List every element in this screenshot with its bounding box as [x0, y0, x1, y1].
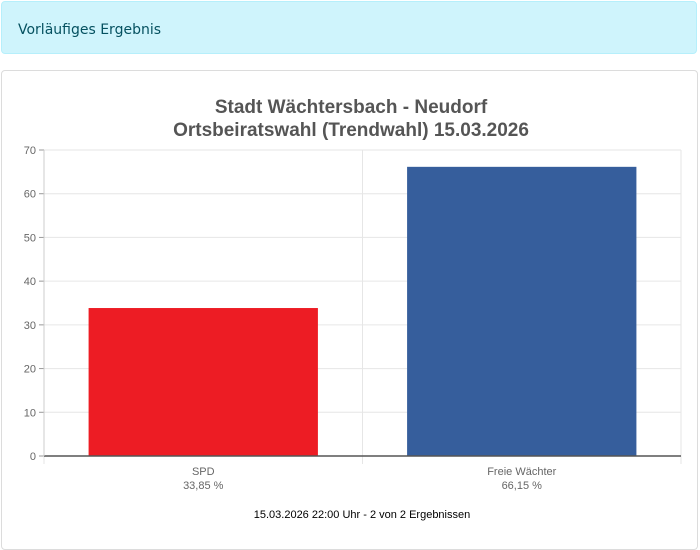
bar-freie-wächter	[407, 166, 637, 456]
y-tick-label: 0	[30, 451, 36, 463]
alert-text: Vorläufiges Ergebnis	[18, 22, 162, 38]
bar-value-label: 33,85 %	[183, 480, 224, 492]
status-alert: Vorläufiges Ergebnis	[1, 1, 697, 54]
y-tick-label: 30	[24, 320, 36, 332]
chart-footer: 15.03.2026 22:00 Uhr - 2 von 2 Ergebniss…	[254, 509, 470, 521]
chart-title-line2: Ortsbeiratswahl (Trendwahl) 15.03.2026	[173, 120, 529, 141]
x-tick-label: Freie Wächter	[487, 466, 556, 478]
y-tick-label: 70	[24, 145, 36, 157]
bar-value-label: 66,15 %	[502, 480, 543, 492]
y-tick-label: 50	[24, 232, 36, 244]
y-tick-label: 20	[24, 364, 36, 376]
bar-spd	[88, 308, 318, 456]
y-tick-label: 60	[24, 189, 36, 201]
y-tick-label: 40	[24, 276, 36, 288]
y-tick-label: 10	[24, 407, 36, 419]
chart-title-line1: Stadt Wächtersbach - Neudorf	[215, 97, 488, 118]
x-tick-label: SPD	[192, 466, 215, 478]
